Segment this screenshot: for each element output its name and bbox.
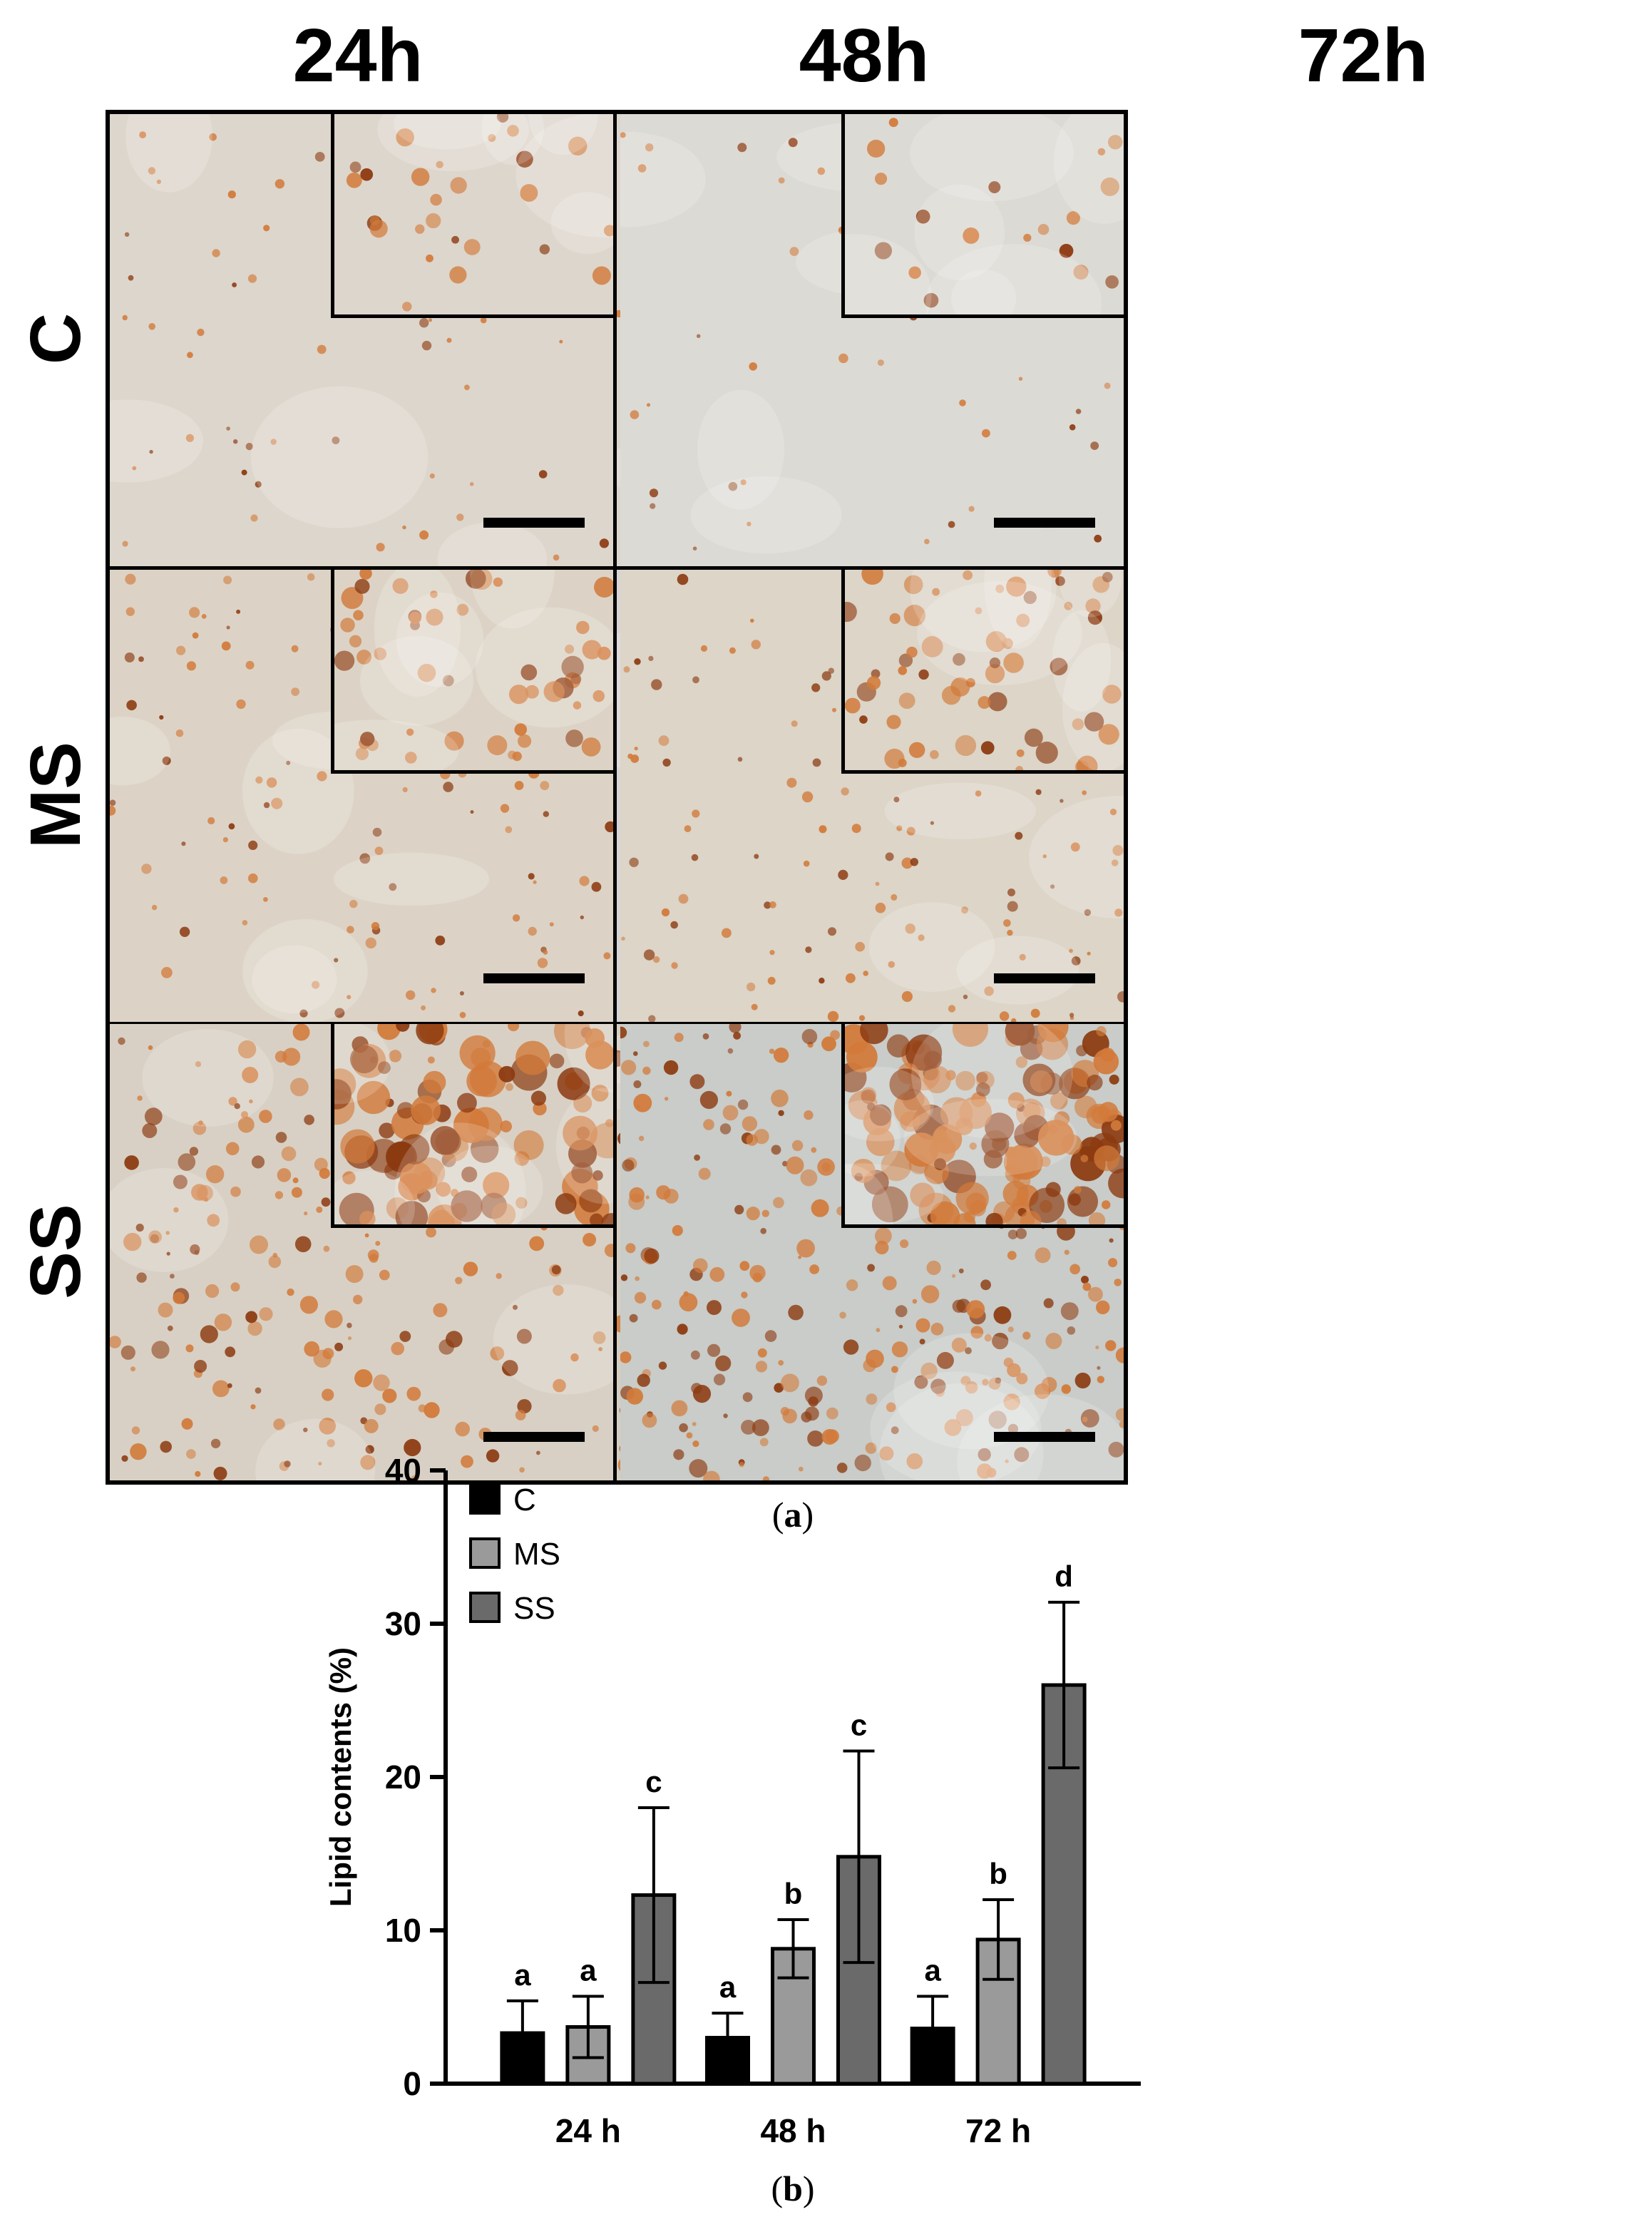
panel-label-b: (b) bbox=[771, 2169, 815, 2208]
inset-texture bbox=[845, 1024, 1124, 1224]
significance-letter: c bbox=[851, 1708, 867, 1741]
micrograph-inset-magnified bbox=[331, 570, 613, 774]
inset-texture bbox=[334, 570, 613, 770]
legend-swatch-ms bbox=[469, 1537, 501, 1569]
inset-texture bbox=[346, 114, 613, 312]
micrograph-inset-magnified bbox=[841, 1024, 1124, 1228]
x-tick-label: 48 h bbox=[760, 2112, 826, 2149]
significance-letter: a bbox=[580, 1953, 597, 1987]
legend-label-ss: SS bbox=[513, 1591, 555, 1626]
column-header-72h: 72h bbox=[1298, 14, 1429, 98]
x-tick-label: 72 h bbox=[965, 2112, 1031, 2149]
column-header-24h: 24h bbox=[292, 14, 424, 98]
significance-letter: a bbox=[719, 1970, 737, 2004]
micrograph-ms-72h bbox=[620, 570, 1124, 1022]
micrograph-grid bbox=[106, 110, 1128, 1485]
significance-letter: b bbox=[989, 1857, 1007, 1890]
column-header-48h: 48h bbox=[799, 14, 930, 98]
significance-letter: a bbox=[924, 1953, 941, 1987]
inset-texture bbox=[845, 570, 1124, 770]
micrograph-ss-24h bbox=[110, 1024, 613, 1480]
y-tick-label: 0 bbox=[403, 2065, 421, 2102]
y-tick-label: 40 bbox=[385, 1452, 421, 1489]
micrograph-inset-magnified bbox=[331, 1024, 613, 1228]
legend-swatch-ss bbox=[469, 1592, 501, 1623]
inset-texture bbox=[334, 1024, 613, 1224]
inset-texture bbox=[845, 114, 1124, 314]
micrograph-ms-24h bbox=[110, 570, 613, 1022]
micrograph-ss-72h bbox=[620, 1024, 1124, 1480]
legend-swatch-c bbox=[469, 1483, 501, 1515]
x-tick-label: 24 h bbox=[555, 2112, 621, 2149]
scale-bar bbox=[994, 973, 1095, 983]
row-header-ms: MS bbox=[16, 742, 96, 849]
scale-bar bbox=[994, 1432, 1095, 1442]
y-tick-label: 20 bbox=[385, 1758, 421, 1796]
y-tick-label: 10 bbox=[385, 1912, 421, 1949]
micrograph-inset-magnified bbox=[841, 114, 1124, 318]
scale-bar bbox=[483, 973, 585, 983]
row-header-ss: SS bbox=[16, 1204, 96, 1299]
significance-letter: a bbox=[514, 1958, 531, 1992]
scale-bar bbox=[483, 518, 585, 528]
significance-letter: c bbox=[645, 1765, 662, 1798]
significance-letter: b bbox=[784, 1877, 803, 1910]
micrograph-inset-magnified bbox=[331, 114, 613, 318]
legend-label-c: C bbox=[513, 1483, 536, 1517]
y-tick-label: 30 bbox=[385, 1605, 421, 1642]
legend-label-ms: MS bbox=[513, 1537, 560, 1572]
panel-label-a: (a) bbox=[771, 1495, 814, 1535]
scale-bar bbox=[994, 518, 1095, 528]
micrograph-inset-magnified bbox=[841, 570, 1124, 774]
row-header-c: C bbox=[16, 312, 96, 365]
micrograph-c-24h bbox=[110, 114, 613, 566]
y-axis-label: Lipid contents (%) bbox=[324, 1647, 357, 1907]
scale-bar bbox=[483, 1432, 585, 1442]
significance-letter: d bbox=[1055, 1560, 1073, 1593]
micrograph-c-72h bbox=[620, 114, 1124, 566]
